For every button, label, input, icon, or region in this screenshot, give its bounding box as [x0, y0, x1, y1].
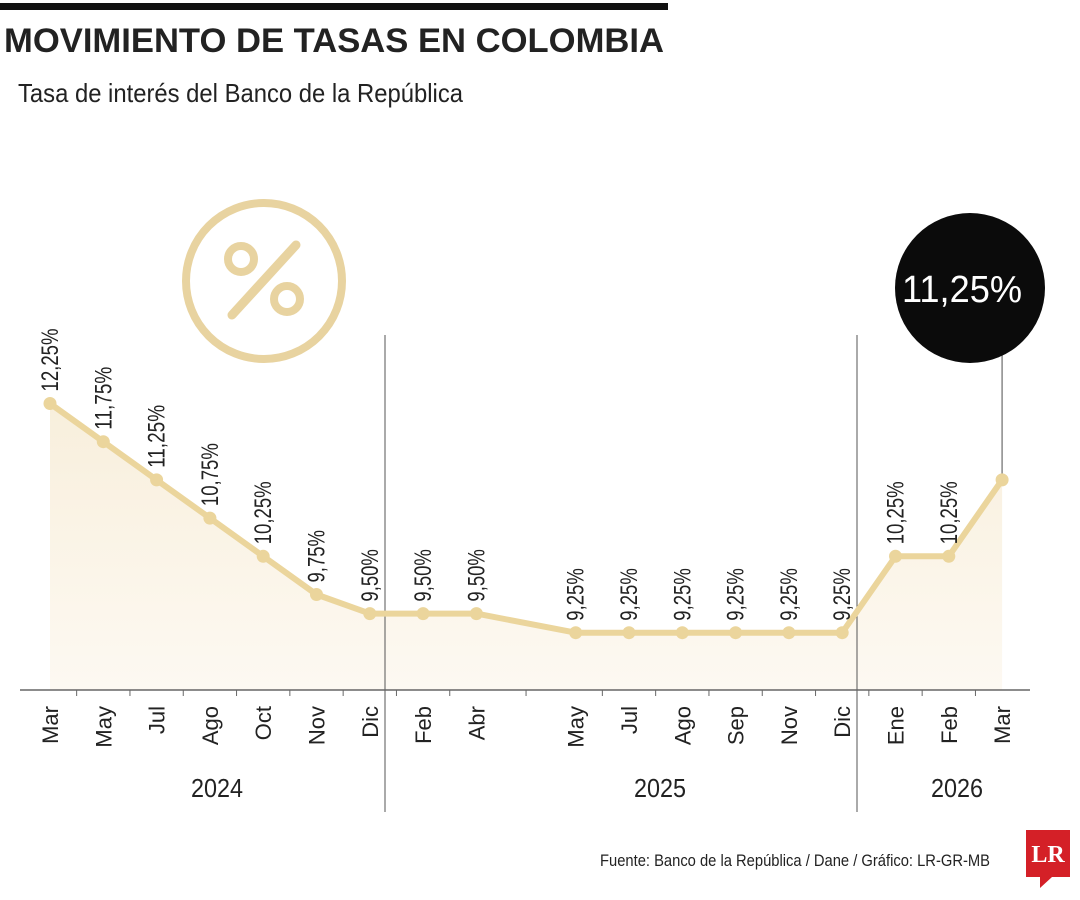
x-tick-label: Mar	[38, 706, 63, 744]
x-tick-label: Jul	[617, 706, 642, 734]
year-label: 2025	[634, 773, 686, 803]
x-tick-label: Abr	[464, 706, 489, 740]
x-tick-label: Ago	[198, 706, 223, 745]
chart-title: MOVIMIENTO DE TASAS EN COLOMBIA	[4, 22, 664, 60]
value-label: 9,50%	[463, 549, 490, 602]
logo: LR	[1031, 842, 1065, 868]
value-label: 10,25%	[250, 481, 277, 544]
value-label: 9,25%	[563, 568, 590, 621]
source-note: Fuente: Banco de la República / Dane / G…	[600, 851, 990, 870]
point	[729, 626, 743, 640]
point	[363, 607, 377, 621]
point	[96, 435, 110, 449]
value-label: 9,25%	[616, 568, 643, 621]
x-tick-label: Dic	[830, 706, 855, 738]
x-tick-label: May	[564, 706, 589, 748]
percent-icon	[182, 199, 346, 363]
area	[50, 403, 1003, 690]
logo-badge	[1026, 830, 1070, 888]
x-tick-label: Feb	[937, 706, 962, 744]
point	[203, 511, 217, 525]
x-tick-label: Mar	[990, 706, 1015, 744]
x-tick-label: Nov	[305, 706, 330, 745]
value-label: 11,75%	[90, 367, 117, 430]
x-tick-label: Sep	[724, 706, 749, 745]
value-label: 9,25%	[723, 568, 750, 621]
point	[942, 549, 956, 563]
annotation-circle	[895, 213, 1045, 363]
value-label: 9,50%	[357, 549, 384, 602]
point	[43, 397, 57, 410]
x-tick-label: Nov	[777, 706, 802, 745]
x-tick-label: Jul	[145, 706, 170, 734]
x-tick-label: Feb	[411, 706, 436, 744]
point	[150, 473, 164, 487]
value-label: 10,25%	[936, 481, 963, 544]
top-bar	[0, 3, 668, 10]
point	[622, 626, 636, 640]
point	[256, 549, 270, 563]
point	[835, 626, 849, 640]
x-tick-label: Ene	[884, 706, 909, 745]
x-tick-label: May	[91, 706, 116, 748]
x-tick-label: Ago	[670, 706, 695, 745]
value-label: 11,25%	[144, 405, 171, 468]
value-label: 12,25%	[37, 329, 64, 392]
point	[675, 626, 689, 640]
value-label: 9,50%	[410, 549, 437, 602]
x-tick-label: Dic	[358, 706, 383, 738]
point	[416, 607, 430, 621]
point	[889, 549, 902, 563]
value-label: 10,25%	[883, 481, 910, 544]
value-label: 9,75%	[304, 530, 331, 583]
point	[782, 626, 796, 640]
value-label: 9,25%	[829, 568, 856, 621]
chart-subtitle: Tasa de interés del Banco de la Repúblic…	[18, 78, 463, 108]
point	[469, 607, 483, 621]
value-label: 9,25%	[669, 568, 696, 621]
point	[569, 626, 583, 640]
point	[310, 588, 323, 601]
value-label: 10,75%	[197, 443, 224, 506]
value-label: 9,25%	[776, 568, 803, 621]
year-label: 2024	[191, 773, 243, 803]
annotation-label: 11,25%	[902, 269, 1022, 311]
point	[995, 473, 1009, 487]
year-label: 2026	[931, 773, 983, 803]
x-tick-label: Oct	[251, 706, 276, 740]
line	[48, 401, 1005, 636]
